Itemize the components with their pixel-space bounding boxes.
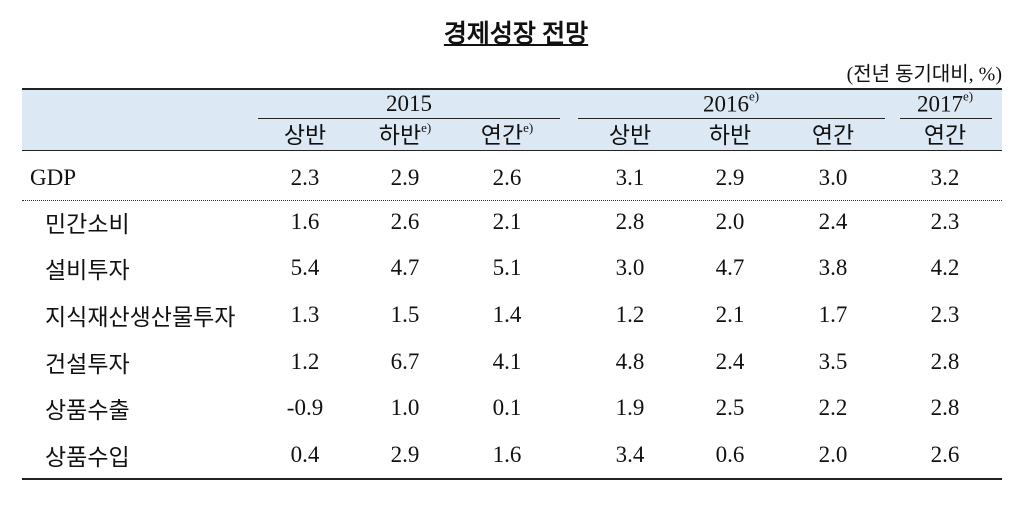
cell: -0.9 xyxy=(286,395,324,420)
cell: 2.9 xyxy=(390,165,420,190)
sub-header: 상반 xyxy=(609,116,651,150)
cell: 6.7 xyxy=(390,349,420,374)
cell: 3.5 xyxy=(818,349,848,374)
dotted-rule xyxy=(22,200,1002,201)
cell: 4.8 xyxy=(615,349,645,374)
cell: 3.1 xyxy=(615,165,645,190)
year-header: 2015 xyxy=(386,91,432,117)
cell: 1.4 xyxy=(492,302,522,327)
cell: 5.1 xyxy=(492,255,522,280)
cell: 2.9 xyxy=(390,442,420,467)
sub-header-text: 상반 xyxy=(608,123,652,148)
group-rule xyxy=(900,118,992,119)
cell: 2.1 xyxy=(492,209,522,234)
cell: 4.1 xyxy=(492,349,522,374)
cell: 1.6 xyxy=(492,442,522,467)
cell: 1.6 xyxy=(290,209,320,234)
cell: 0.6 xyxy=(715,442,745,467)
sub-header: 상반 xyxy=(284,116,326,150)
cell: 2.8 xyxy=(930,395,960,420)
cell: 3.0 xyxy=(818,165,848,190)
cell: 3.8 xyxy=(818,255,848,280)
year-header-text: 2017 xyxy=(916,91,963,117)
cell: 1.2 xyxy=(615,302,645,327)
sub-header: 하반 xyxy=(709,116,751,150)
cell: 4.7 xyxy=(390,255,420,280)
cell: 2.8 xyxy=(615,209,645,234)
cell: 2.2 xyxy=(818,395,848,420)
cell: 3.0 xyxy=(615,255,645,280)
year-header: 2017e) xyxy=(916,88,974,118)
header-rule xyxy=(22,150,1002,151)
cell: 2.6 xyxy=(930,442,960,467)
group-rule xyxy=(258,118,560,119)
sub-header-sup: e) xyxy=(523,120,534,136)
year-header-sup: e) xyxy=(962,88,974,104)
bottom-rule xyxy=(22,478,1002,480)
cell: 2.0 xyxy=(715,209,745,234)
row-label: 건설투자 xyxy=(45,352,130,377)
cell: 0.4 xyxy=(290,442,320,467)
year-header: 2016e) xyxy=(702,88,760,118)
unit-note: (전년 동기대비, %) xyxy=(846,63,1002,86)
cell: 2.8 xyxy=(930,349,960,374)
sub-header-text: 연간 xyxy=(923,123,967,148)
cell: 1.3 xyxy=(290,302,320,327)
year-header-sup: e) xyxy=(748,88,760,104)
cell: 2.9 xyxy=(715,165,745,190)
cell: 2.3 xyxy=(930,209,960,234)
sub-header-text: 상반 xyxy=(283,123,327,148)
cell: 1.5 xyxy=(390,302,420,327)
header-band xyxy=(22,88,1002,150)
cell: 2.1 xyxy=(715,302,745,327)
cell: 2.3 xyxy=(290,165,320,190)
sub-header-text: 하반 xyxy=(708,123,752,148)
cell: 2.5 xyxy=(715,395,745,420)
cell: 3.4 xyxy=(615,442,645,467)
cell: 1.0 xyxy=(390,395,420,420)
row-label: 민간소비 xyxy=(45,212,130,237)
sub-header-sup: e) xyxy=(421,120,432,136)
cell: 2.6 xyxy=(492,165,522,190)
cell: 2.4 xyxy=(715,349,745,374)
cell: 2.4 xyxy=(818,209,848,234)
cell: 2.0 xyxy=(818,442,848,467)
cell: 1.7 xyxy=(818,302,848,327)
row-label: 상품수입 xyxy=(45,445,130,470)
cell: 4.2 xyxy=(930,255,960,280)
cell: 4.7 xyxy=(715,255,745,280)
year-header-text: 2016 xyxy=(702,91,749,117)
cell: 1.2 xyxy=(290,349,320,374)
cell: 2.3 xyxy=(930,302,960,327)
year-header-text: 2015 xyxy=(386,91,432,116)
row-label: GDP xyxy=(30,165,77,190)
sub-header-text: 연간 xyxy=(811,123,855,148)
row-label: 상품수출 xyxy=(45,398,130,423)
title: 경제성장 전망 xyxy=(443,21,589,48)
group-rule xyxy=(578,118,885,119)
sub-header: 연간 xyxy=(812,116,854,150)
sub-header-text: 연간 xyxy=(480,123,524,148)
cell: 2.6 xyxy=(390,209,420,234)
top-rule xyxy=(22,88,1002,90)
row-label: 지식재산생산물투자 xyxy=(45,305,236,330)
cell: 3.2 xyxy=(930,165,960,190)
row-label: 설비투자 xyxy=(45,258,130,283)
cell: 5.4 xyxy=(290,255,320,280)
cell: 1.9 xyxy=(615,395,645,420)
sub-header: 연간e) xyxy=(481,116,533,150)
sub-header: 하반e) xyxy=(379,116,431,150)
cell: 0.1 xyxy=(492,395,522,420)
sub-header: 연간 xyxy=(924,116,966,150)
sub-header-text: 하반 xyxy=(378,123,422,148)
